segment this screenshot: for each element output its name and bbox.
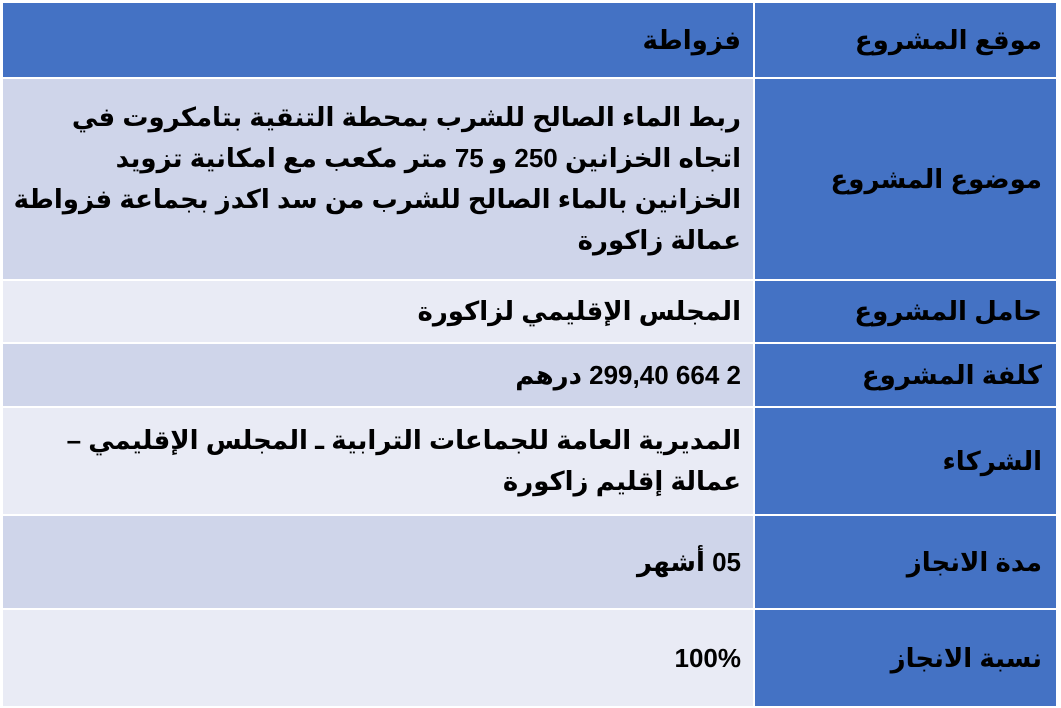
row-value: 100% <box>1 608 755 708</box>
row-label: حامل المشروع <box>753 279 1058 344</box>
row-label: كلفة المشروع <box>753 342 1058 408</box>
row-label: مدة الانجاز <box>753 514 1058 610</box>
row-label: موقع المشروع <box>753 1 1058 79</box>
row-value: 05 أشهر <box>1 514 755 610</box>
row: نسبة الانجاز 100% <box>1 608 1058 708</box>
row: موضوع المشروع ربط الماء الصالح للشرب بمح… <box>1 77 1058 281</box>
row-value: فزواطة <box>1 1 755 79</box>
row-value: المجلس الإقليمي لزاكورة <box>1 279 755 344</box>
row: حامل المشروع المجلس الإقليمي لزاكورة <box>1 279 1058 344</box>
row-label: نسبة الانجاز <box>753 608 1058 708</box>
row: مدة الانجاز 05 أشهر <box>1 514 1058 610</box>
row: الشركاء المديرية العامة للجماعات الترابي… <box>1 406 1058 516</box>
row-value: 2 664 299,40 درهم <box>1 342 755 408</box>
row: كلفة المشروع 2 664 299,40 درهم <box>1 342 1058 408</box>
row-label: موضوع المشروع <box>753 77 1058 281</box>
row-label: الشركاء <box>753 406 1058 516</box>
row: موقع المشروع فزواطة <box>1 1 1058 79</box>
row-value: المديرية العامة للجماعات الترابية ـ المج… <box>1 406 755 516</box>
row-value: ربط الماء الصالح للشرب بمحطة التنقية بتا… <box>1 77 755 281</box>
